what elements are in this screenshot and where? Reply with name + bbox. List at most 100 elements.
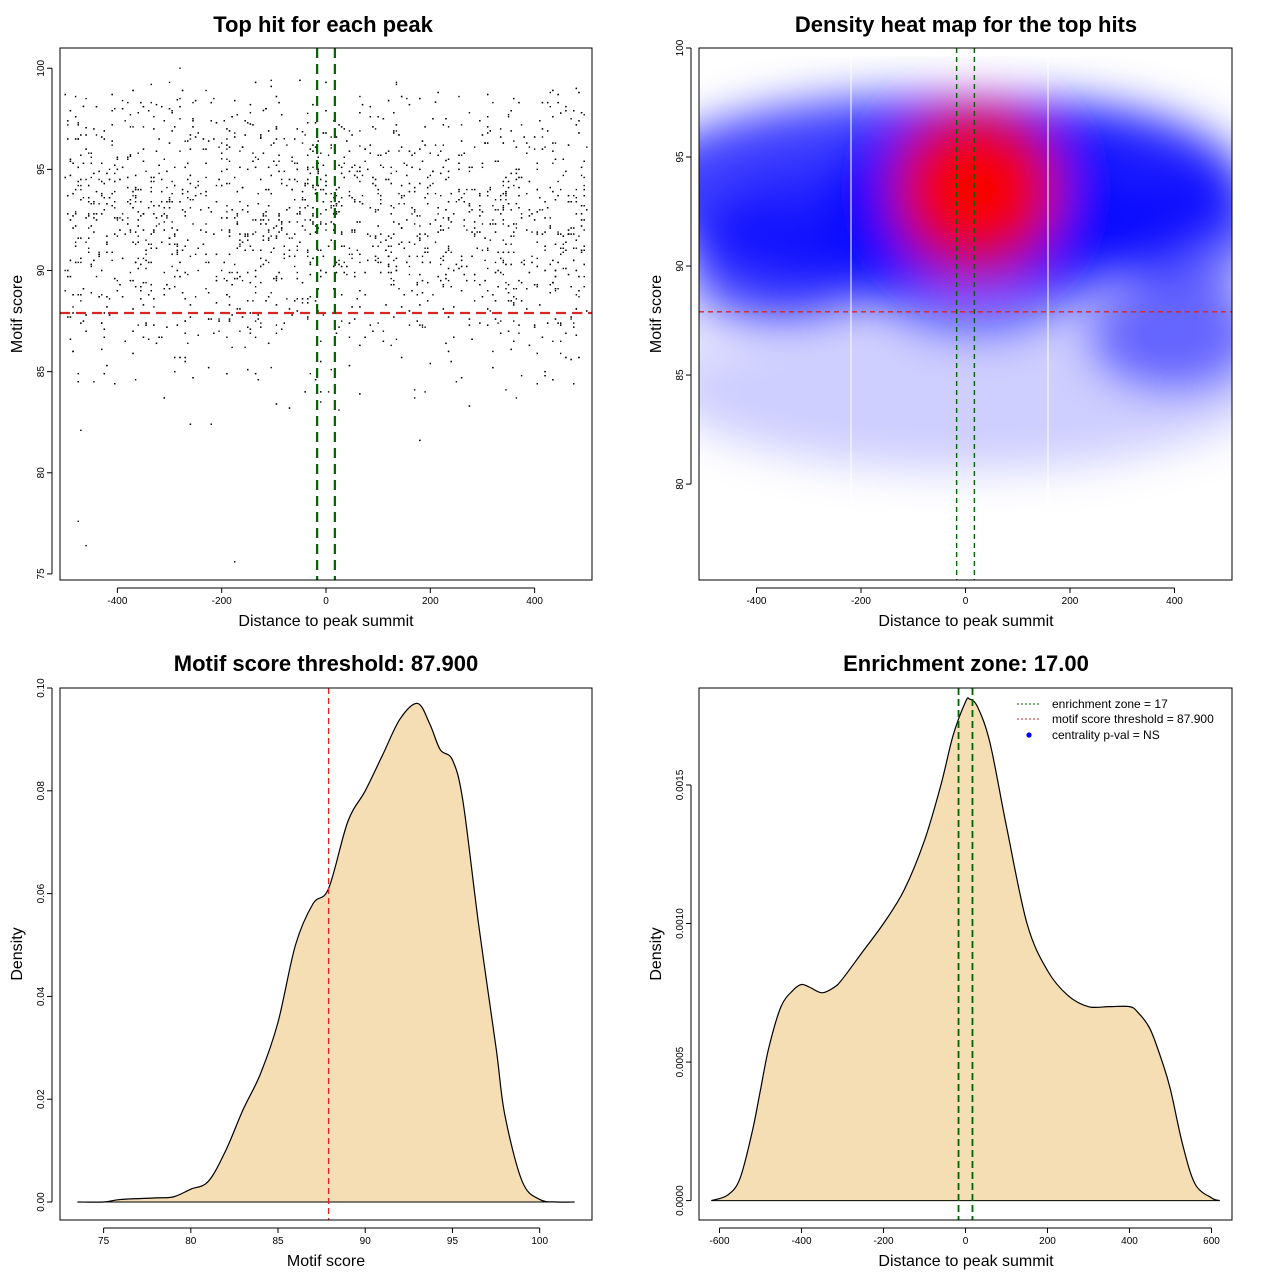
scatter-point xyxy=(453,306,455,308)
scatter-point xyxy=(286,184,288,187)
scatter-point xyxy=(351,253,353,256)
scatter-point xyxy=(348,247,351,249)
scatter-point xyxy=(296,271,299,274)
scatter-point xyxy=(114,201,116,203)
scatter-point xyxy=(510,243,512,245)
scatter-point xyxy=(411,154,413,156)
scatter-point xyxy=(145,170,147,173)
scatter-point xyxy=(312,144,314,146)
scatter-point xyxy=(119,217,121,219)
scatter-point xyxy=(484,142,486,144)
scatter-point xyxy=(536,257,538,260)
scatter-point xyxy=(520,374,523,377)
scatter-point xyxy=(429,223,432,225)
scatter-point xyxy=(223,261,225,264)
scatter-point xyxy=(280,328,283,330)
scatter-point xyxy=(236,213,239,215)
scatter-point xyxy=(220,142,223,144)
scatter-point xyxy=(348,130,351,132)
scatter-point xyxy=(226,336,228,338)
scatter-point xyxy=(77,520,79,523)
scatter-point xyxy=(432,294,434,296)
scatter-point xyxy=(419,324,421,326)
scatter-point xyxy=(267,205,270,207)
scatter-point xyxy=(320,401,322,403)
scatter-point xyxy=(85,330,87,332)
scatter-point xyxy=(111,93,113,96)
scatter-point xyxy=(419,304,421,306)
scatter-point xyxy=(158,223,160,225)
scatter-point xyxy=(166,201,168,203)
scatter-point xyxy=(137,267,139,270)
scatter-point xyxy=(236,277,239,280)
scatter-point xyxy=(312,103,314,106)
scatter-point xyxy=(262,239,265,241)
scatter-point xyxy=(361,203,364,205)
scatter-point xyxy=(325,192,327,195)
scatter-point xyxy=(473,146,476,148)
score-density-panel: Motif score threshold: 87.900 75 80 85 90 95… xyxy=(9,651,593,1270)
scatter-point xyxy=(129,154,132,156)
scatter-point xyxy=(231,116,233,118)
scatter-point xyxy=(103,209,106,211)
scatter-point xyxy=(518,332,520,334)
scatter-point xyxy=(497,209,499,211)
scatter-point xyxy=(301,298,304,300)
scatter-point xyxy=(74,225,77,227)
scatter-point xyxy=(398,223,400,225)
scatter-point xyxy=(387,265,390,268)
scatter-point xyxy=(348,253,351,256)
scatter-point xyxy=(194,194,197,197)
scatter-point xyxy=(505,176,507,179)
scatter-point xyxy=(98,251,100,254)
scatter-point xyxy=(552,142,554,144)
scatter-point xyxy=(377,154,379,156)
scatter-point xyxy=(192,199,194,201)
scatter-point xyxy=(307,302,309,304)
scatter-point xyxy=(129,231,132,233)
scatter-point xyxy=(74,211,77,213)
scatter-point xyxy=(228,296,231,298)
scatter-point xyxy=(147,207,150,209)
scatter-point xyxy=(421,140,424,142)
scatter-point xyxy=(356,176,358,179)
scatter-point xyxy=(301,190,304,193)
scatter-point xyxy=(580,112,583,114)
scatter-point xyxy=(137,225,139,227)
scatter-point xyxy=(403,247,405,249)
scatter-point xyxy=(145,259,147,262)
scatter-point xyxy=(507,180,510,183)
scatter-point xyxy=(90,203,92,205)
scatter-point xyxy=(515,203,518,205)
scatter-point xyxy=(140,101,142,104)
scatter-point xyxy=(252,219,254,221)
scatter-point xyxy=(468,211,471,213)
scatter-point xyxy=(468,112,471,114)
scatter-point xyxy=(583,219,585,221)
scatter-point xyxy=(536,162,538,165)
scatter-point xyxy=(445,342,447,345)
scatter-point xyxy=(500,199,502,201)
density-line xyxy=(711,697,1220,1202)
scatter-point xyxy=(127,156,129,158)
scatter-point xyxy=(262,152,265,154)
scatter-point xyxy=(205,89,207,92)
scatter-point xyxy=(346,140,348,142)
scatter-point xyxy=(445,118,447,120)
scatter-point xyxy=(134,196,137,199)
scatter-point xyxy=(288,407,291,409)
scatter-point xyxy=(294,300,296,302)
scatter-point xyxy=(176,249,179,251)
scatter-point xyxy=(296,310,299,312)
scatter-point xyxy=(111,192,113,195)
scatter-point xyxy=(424,247,426,249)
scatter-point xyxy=(294,199,296,201)
scatter-points xyxy=(64,67,588,563)
scatter-point xyxy=(471,188,473,191)
scatter-point xyxy=(570,233,572,235)
scatter-point xyxy=(348,150,351,152)
scatter-point xyxy=(531,213,533,215)
scatter-point xyxy=(85,314,87,316)
scatter-point xyxy=(419,148,421,150)
